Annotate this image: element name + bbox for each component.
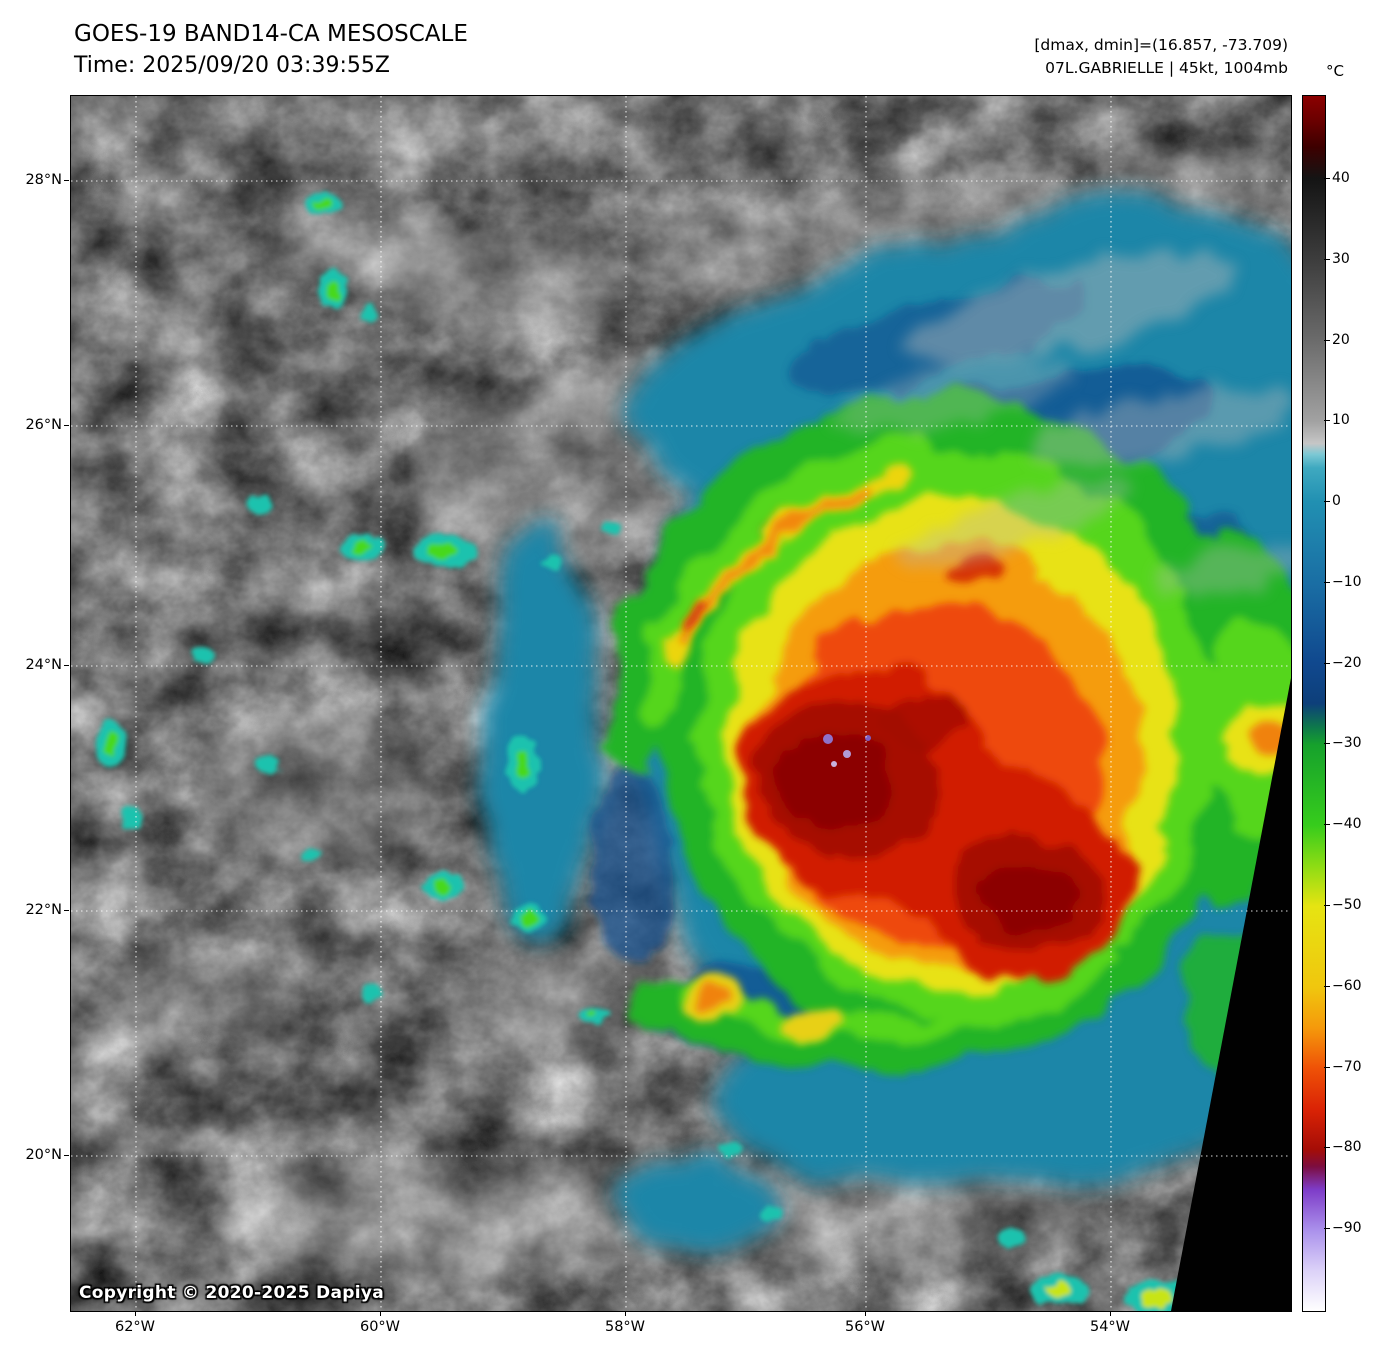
- colorbar-tick-m40: −40: [1324, 816, 1362, 832]
- copyright-watermark: Copyright © 2020-2025 Dapiya: [79, 1283, 384, 1303]
- colorbar-tick-m30: −30: [1324, 735, 1362, 751]
- lon-label-62w: 62°W: [103, 1311, 167, 1336]
- lon-label-60w: 60°W: [348, 1311, 412, 1336]
- lat-label-24n: 24°N: [14, 656, 69, 674]
- colorbar-tick-m50: −50: [1324, 897, 1362, 913]
- figure-timestamp: Time: 2025/09/20 03:39:55Z: [74, 53, 390, 78]
- satellite-map: Copyright © 2020-2025 Dapiya: [70, 95, 1292, 1312]
- satellite-image: [71, 96, 1291, 1311]
- colorbar-unit-label: °C: [1326, 62, 1344, 80]
- coldest-overshooting-tops: [823, 734, 871, 767]
- scan-edge-black-wedge: [1171, 678, 1291, 1311]
- lat-label-20n: 20°N: [14, 1146, 69, 1164]
- colorbar-tick-m80: −80: [1324, 1139, 1362, 1155]
- colorbar-tick-m70: −70: [1324, 1059, 1362, 1075]
- colorbar-tick-40: 40: [1324, 170, 1350, 186]
- colorbar-tick-m90: −90: [1324, 1220, 1362, 1236]
- lon-label-54w: 54°W: [1078, 1311, 1142, 1336]
- colorbar-tick-m10: −10: [1324, 574, 1362, 590]
- dmax-dmin-readout: [dmax, dmin]=(16.857, -73.709): [1034, 36, 1288, 54]
- colorbar-tick-m60: −60: [1324, 978, 1362, 994]
- colorbar-tick-0: 0: [1324, 493, 1341, 509]
- graticule-gridlines: [71, 96, 1291, 1311]
- figure-title: GOES-19 BAND14-CA MESOSCALE: [74, 21, 468, 47]
- colorbar-tick-m20: −20: [1324, 655, 1362, 671]
- colorbar-tick-30: 30: [1324, 251, 1350, 267]
- lon-label-58w: 58°W: [593, 1311, 657, 1336]
- gray-streaks-overlay: [833, 251, 1291, 595]
- storm-info-readout: 07L.GABRIELLE | 45kt, 1004mb: [1045, 59, 1288, 77]
- colorbar-tick-20: 20: [1324, 332, 1350, 348]
- hurricane-red-core: [680, 566, 1129, 980]
- figure-meta: [dmax, dmin]=(16.857, -73.709) 07L.GABRI…: [1034, 34, 1288, 80]
- lon-label-56w: 56°W: [833, 1311, 897, 1336]
- lat-label-26n: 26°N: [14, 416, 69, 434]
- lat-label-28n: 28°N: [14, 171, 69, 189]
- scattered-cold-cells: [96, 194, 1188, 1311]
- lat-label-22n: 22°N: [14, 901, 69, 919]
- colorbar-tick-10: 10: [1324, 412, 1350, 428]
- colorbar-gradient: [1303, 96, 1325, 1311]
- colorbar: [1302, 95, 1326, 1312]
